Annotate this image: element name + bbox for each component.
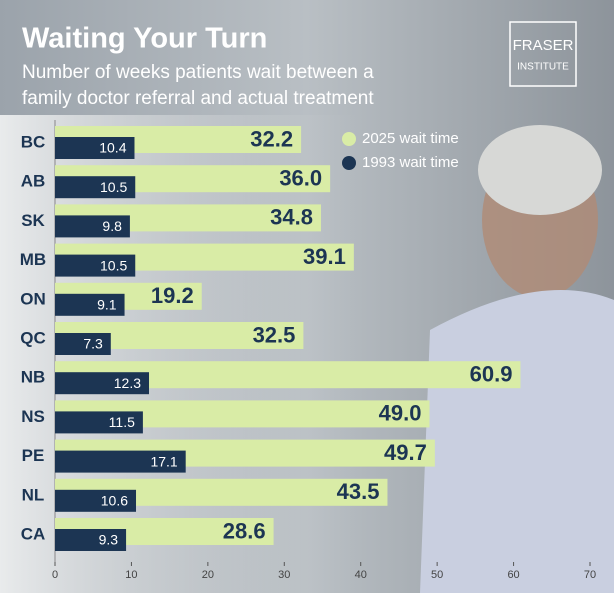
bar — [55, 333, 111, 355]
x-tick-label: 60 — [507, 569, 519, 581]
value-label: 49.7 — [384, 440, 427, 465]
value-label: 34.8 — [270, 205, 313, 230]
value-label: 36.0 — [279, 166, 322, 191]
value-label: 11.5 — [109, 414, 135, 430]
y-tick-label: MB — [20, 250, 46, 269]
legend-label: 2025 wait time — [362, 130, 459, 147]
value-label: 10.5 — [100, 179, 127, 195]
value-label: 39.1 — [303, 244, 346, 269]
logo-box — [509, 21, 577, 87]
value-label: 43.5 — [337, 479, 380, 504]
y-tick-label: SK — [21, 211, 45, 230]
x-tick-label: 10 — [125, 569, 137, 581]
value-label: 12.3 — [114, 375, 141, 391]
chart-subtitle: family doctor referral and actual treatm… — [22, 88, 374, 109]
y-tick-label: NB — [21, 368, 46, 387]
bar — [55, 529, 127, 551]
y-tick-label: NS — [21, 407, 45, 426]
logo-text: INSTITUTE — [517, 62, 569, 73]
value-label: 49.0 — [379, 401, 422, 426]
y-tick-label: QC — [20, 328, 46, 347]
legend-label: 1993 wait time — [362, 154, 459, 171]
chart-title: Waiting Your Turn — [22, 23, 267, 55]
bar — [55, 450, 186, 473]
bar — [55, 411, 143, 434]
value-label: 10.4 — [99, 140, 126, 156]
x-tick-label: 70 — [584, 569, 596, 581]
y-tick-label: NL — [22, 485, 45, 504]
x-tick-label: 30 — [278, 569, 290, 581]
x-tick-label: 40 — [355, 569, 367, 581]
value-label: 9.1 — [97, 297, 117, 313]
value-label: 9.3 — [99, 532, 119, 548]
value-label: 9.8 — [102, 218, 122, 234]
legend-marker — [342, 156, 356, 170]
bar — [55, 176, 136, 199]
chart-subtitle: Number of weeks patients wait between a — [22, 62, 374, 83]
value-label: 28.6 — [223, 518, 266, 543]
y-tick-label: ON — [20, 289, 46, 308]
photo-hair — [478, 125, 602, 215]
photo-gown — [420, 290, 614, 593]
value-label: 10.5 — [100, 257, 127, 273]
bar — [55, 293, 125, 316]
value-label: 19.2 — [151, 283, 194, 308]
value-label: 17.1 — [150, 453, 177, 469]
logo-text: FRASER — [513, 37, 574, 54]
value-label: 10.6 — [101, 493, 128, 509]
y-tick-label: BC — [21, 132, 46, 151]
bar — [55, 215, 130, 238]
bar — [55, 254, 136, 277]
value-label: 60.9 — [470, 362, 513, 387]
y-tick-label: AB — [21, 172, 46, 191]
value-label: 7.3 — [83, 336, 103, 352]
y-tick-label: CA — [21, 524, 46, 543]
value-label: 32.2 — [250, 126, 293, 151]
y-tick-label: PE — [22, 446, 45, 465]
x-tick-label: 20 — [202, 569, 214, 581]
bar — [55, 372, 150, 395]
bar — [55, 489, 137, 512]
x-tick-label: 0 — [52, 569, 58, 581]
bar — [55, 137, 135, 159]
value-label: 32.5 — [253, 322, 296, 347]
legend-marker — [342, 132, 356, 146]
x-tick-label: 50 — [431, 569, 443, 581]
